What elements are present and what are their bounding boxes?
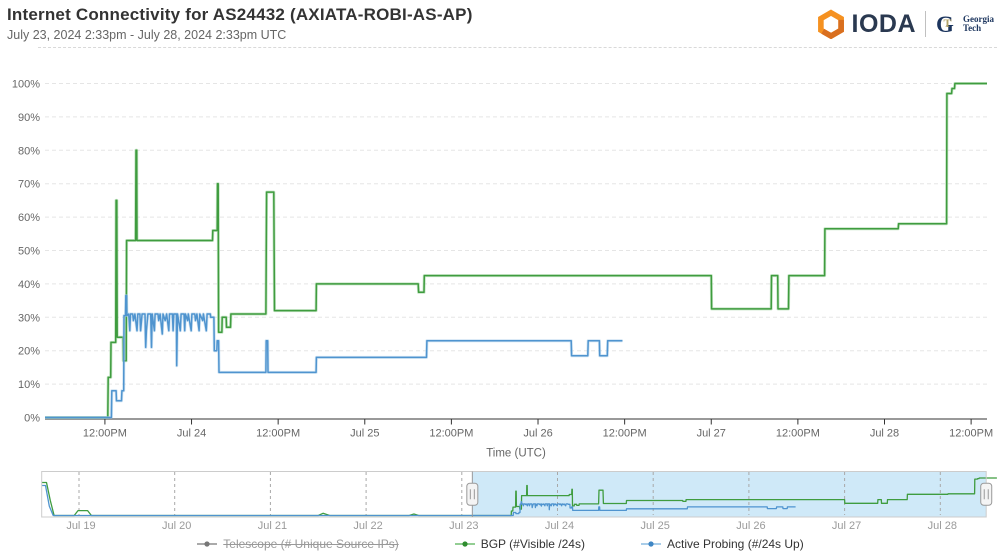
navigator-date-label: Jul 21 <box>258 520 287 532</box>
navigator-active-probing-line <box>41 484 796 517</box>
gt-wordmark: Georgia Tech <box>963 14 994 33</box>
y-axis-label: 40% <box>18 279 40 291</box>
x-axis-label: Jul 24 <box>177 428 206 440</box>
legend-item-active-probing[interactable]: Active Probing (#/24s Up) <box>640 537 804 551</box>
ioda-wordmark: IODA <box>851 9 916 38</box>
chart-legend: Telescope (# Unique Source IPs) BGP (#Vi… <box>0 537 1000 551</box>
x-axis-label: 12:00PM <box>603 428 647 440</box>
y-axis-label: 60% <box>18 212 40 224</box>
y-axis-label: 50% <box>18 246 40 258</box>
svg-text:T: T <box>944 16 952 30</box>
page-subtitle: July 23, 2024 2:33pm - July 28, 2024 2:3… <box>7 28 287 42</box>
x-axis-label: 12:00PM <box>83 428 127 440</box>
y-axis-label: 80% <box>18 145 40 157</box>
navigator-right-handle[interactable] <box>980 482 993 506</box>
legend-item-bgp[interactable]: BGP (#Visible /24s) <box>454 537 585 551</box>
svg-text:G: G <box>936 12 954 37</box>
navigator-left-handle[interactable] <box>466 482 479 506</box>
x-axis-label: Jul 25 <box>350 428 379 440</box>
ioda-logo[interactable]: IODA G T Georgia Tech <box>816 9 994 39</box>
x-axis-label: 12:00PM <box>776 428 820 440</box>
x-axis-title: Time (UTC) <box>486 448 546 460</box>
legend-label-bgp: BGP (#Visible /24s) <box>480 537 585 551</box>
x-axis-label: Jul 28 <box>870 428 899 440</box>
y-axis-label: 20% <box>18 346 40 358</box>
chart-header: Internet Connectivity for AS24432 (AXIAT… <box>7 5 473 42</box>
legend-label-telescope: Telescope (# Unique Source IPs) <box>223 537 399 551</box>
navigator-date-label: Jul 23 <box>449 520 478 532</box>
y-axis-label: 30% <box>18 312 40 324</box>
y-axis-label: 0% <box>24 413 40 425</box>
y-axis-label: 10% <box>18 379 40 391</box>
x-axis-label: Jul 26 <box>523 428 552 440</box>
page-title: Internet Connectivity for AS24432 (AXIAT… <box>7 5 473 24</box>
active-probing-line <box>45 294 623 419</box>
x-axis-label: 12:00PM <box>256 428 300 440</box>
georgia-tech-logo[interactable]: G T Georgia Tech <box>935 11 994 37</box>
navigator-bgp-line <box>41 477 997 517</box>
legend-label-active-probing: Active Probing (#/24s Up) <box>666 537 804 551</box>
navigator-date-label: Jul 19 <box>66 520 95 532</box>
x-axis-label: Jul 27 <box>697 428 726 440</box>
navigator-date-label: Jul 22 <box>353 520 382 532</box>
legend-item-telescope[interactable]: Telescope (# Unique Source IPs) <box>196 537 399 551</box>
navigator-date-label: Jul 25 <box>641 520 670 532</box>
active-probing-series-marker-icon <box>640 541 661 547</box>
gt-monogram-icon: G T <box>936 12 954 37</box>
y-axis-label: 90% <box>18 112 40 124</box>
bgp-series-marker-icon <box>454 541 475 547</box>
navigator-date-label: Jul 27 <box>832 520 861 532</box>
navigator-date-label: Jul 28 <box>928 520 957 532</box>
ioda-hexagon-icon <box>817 9 844 39</box>
navigator-date-label: Jul 26 <box>736 520 765 532</box>
navigator-date-label: Jul 20 <box>162 520 191 532</box>
y-axis-label: 100% <box>12 79 40 91</box>
x-axis-label: 12:00PM <box>429 428 473 440</box>
navigator-date-label: Jul 24 <box>545 520 574 532</box>
header-separator <box>38 47 997 48</box>
telescope-series-marker-icon <box>197 541 218 547</box>
x-axis-label: 12:00PM <box>949 428 993 440</box>
y-axis-label: 70% <box>18 179 40 191</box>
logo-divider <box>925 11 926 37</box>
